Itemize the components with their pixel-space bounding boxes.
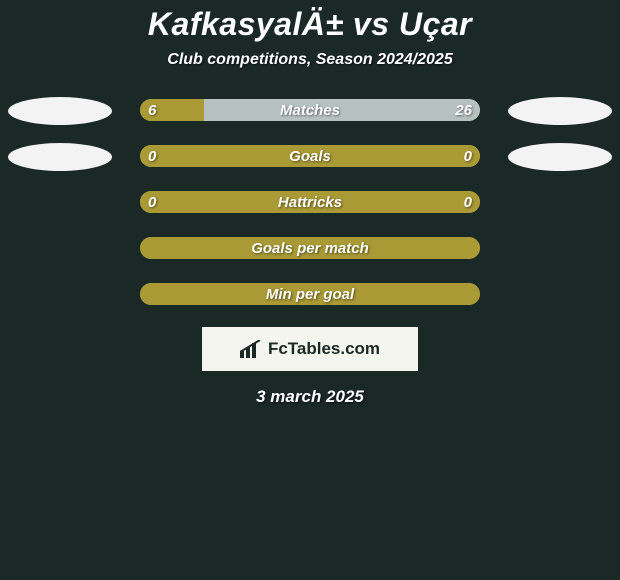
stat-label: Matches bbox=[140, 99, 480, 121]
stat-bar: Min per goal bbox=[140, 283, 480, 305]
stat-row: 00Goals bbox=[0, 143, 620, 173]
stat-rows: 626Matches 00Goals 00Hattricks Goals per ma… bbox=[0, 97, 620, 311]
vs-word: vs bbox=[353, 6, 390, 42]
stat-label: Min per goal bbox=[140, 283, 480, 305]
stat-label: Goals per match bbox=[140, 237, 480, 259]
subtitle: Club competitions, Season 2024/2025 bbox=[0, 51, 620, 69]
date-label: 3 march 2025 bbox=[0, 387, 620, 407]
stat-row: 626Matches bbox=[0, 97, 620, 127]
page-title: KafkasyalÄ± vs Uçar bbox=[0, 6, 620, 43]
stat-row: Min per goal bbox=[0, 281, 620, 311]
stat-row: Goals per match bbox=[0, 235, 620, 265]
stat-label: Goals bbox=[140, 145, 480, 167]
comparison-card: KafkasyalÄ± vs Uçar Club competitions, S… bbox=[0, 0, 620, 407]
stat-bar: 00Goals bbox=[140, 145, 480, 167]
stat-bar: 626Matches bbox=[140, 99, 480, 121]
player-left-name: KafkasyalÄ± bbox=[148, 6, 344, 42]
stat-row: 00Hattricks bbox=[0, 189, 620, 219]
stat-bar: 00Hattricks bbox=[140, 191, 480, 213]
stat-label: Hattricks bbox=[140, 191, 480, 213]
player-left-badge bbox=[8, 97, 112, 125]
player-right-name: Uçar bbox=[399, 6, 472, 42]
source-logo-text: FcTables.com bbox=[268, 339, 380, 359]
source-logo: FcTables.com bbox=[202, 327, 418, 371]
bar-chart-icon bbox=[240, 340, 262, 358]
player-right-badge bbox=[508, 143, 612, 171]
stat-bar: Goals per match bbox=[140, 237, 480, 259]
player-right-badge bbox=[508, 97, 612, 125]
player-left-badge bbox=[8, 143, 112, 171]
